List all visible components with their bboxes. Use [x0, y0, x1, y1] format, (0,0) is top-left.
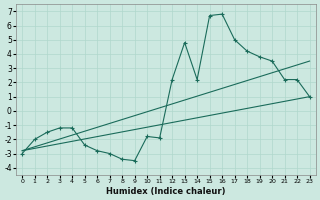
X-axis label: Humidex (Indice chaleur): Humidex (Indice chaleur)	[106, 187, 226, 196]
